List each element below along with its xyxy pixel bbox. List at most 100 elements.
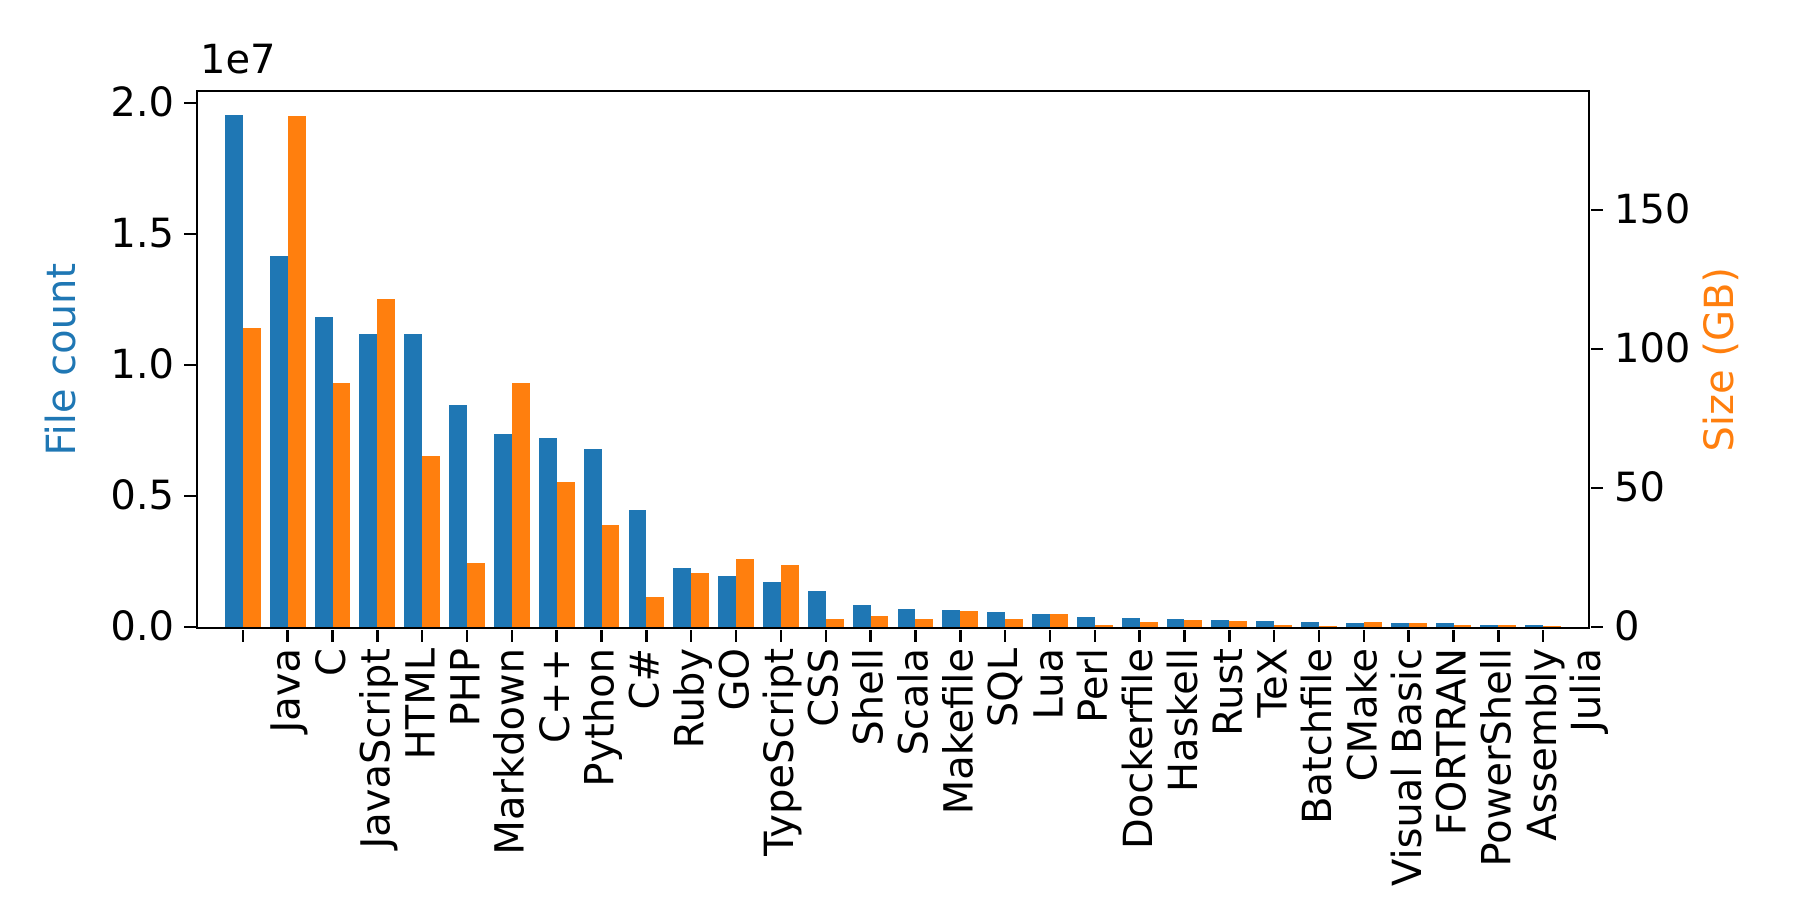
x-tick-label: Haskell: [1160, 648, 1207, 793]
bar-file-count: [942, 609, 961, 627]
bar-size-gb: [1049, 613, 1068, 627]
bar-file-count: [628, 509, 647, 627]
bar-size-gb: [1543, 626, 1562, 627]
bar-size-gb: [1319, 625, 1337, 627]
bar-file-count: [359, 334, 378, 627]
x-tick-mark: [779, 629, 783, 642]
bar-file-count: [897, 609, 916, 627]
bar-file-count: [538, 437, 557, 627]
x-tick-mark: [914, 629, 917, 642]
x-tick-label: Shell: [846, 648, 893, 746]
bar-size-gb: [467, 562, 485, 627]
y-tick-mark-left: [183, 101, 196, 105]
y-tick-label-left: 1.5: [110, 211, 174, 257]
x-tick-label: Perl: [1070, 648, 1117, 723]
bar-size-gb: [1229, 621, 1248, 627]
x-tick-label: Python: [577, 648, 624, 787]
bar-file-count: [1525, 625, 1544, 627]
bar-size-gb: [511, 383, 530, 627]
bar-size-gb: [1408, 622, 1427, 627]
x-tick-mark: [600, 629, 603, 642]
bar-size-gb: [1498, 624, 1517, 627]
bar-size-gb: [1184, 619, 1203, 627]
bar-size-gb: [870, 616, 889, 627]
x-tick-label: PHP: [443, 648, 490, 727]
bar-file-count: [1211, 620, 1230, 627]
x-tick-mark: [1497, 629, 1500, 642]
bar-size-gb: [960, 611, 979, 627]
y-tick-label-left: 1.0: [110, 342, 174, 388]
bar-file-count: [1166, 618, 1185, 627]
x-tick-label: PowerShell: [1474, 648, 1521, 867]
x-tick-label: C: [308, 648, 355, 676]
bar-size-gb: [377, 298, 396, 627]
y-tick-mark-right: [1590, 208, 1603, 212]
y-tick-label-left: 2.0: [110, 80, 174, 126]
bar-size-gb: [780, 565, 799, 627]
x-tick-mark: [734, 629, 738, 642]
x-tick-label: C++: [532, 648, 579, 743]
bar-file-count: [314, 316, 333, 627]
x-tick-label: HTML: [398, 648, 445, 760]
y-tick-label-right: 0: [1614, 604, 1640, 650]
bar-file-count: [852, 605, 871, 627]
bar-size-gb: [1274, 625, 1293, 627]
bar-size-gb: [736, 558, 754, 627]
x-tick-mark: [959, 629, 962, 642]
x-tick-mark: [1138, 629, 1141, 642]
x-tick-mark: [420, 629, 424, 642]
y-tick-mark-left: [183, 363, 196, 367]
y-tick-mark-left: [183, 494, 196, 498]
x-tick-mark: [1228, 629, 1231, 642]
y-tick-mark-right: [1590, 625, 1603, 629]
bar-file-count: [269, 256, 288, 627]
x-tick-mark: [241, 629, 245, 642]
bar-size-gb: [287, 115, 306, 627]
bar-file-count: [1390, 623, 1409, 627]
bar-file-count: [1435, 623, 1454, 627]
x-tick-label: CMake: [1340, 648, 1386, 782]
bar-file-count: [449, 405, 468, 627]
bar-size-gb: [646, 596, 665, 627]
left-axis-title: File count: [39, 263, 85, 456]
x-tick-label: Julia: [1564, 648, 1611, 732]
y-tick-mark-left: [183, 625, 196, 629]
y-tick-label-right: 50: [1614, 465, 1665, 511]
x-tick-mark: [1048, 629, 1052, 642]
plot-area: [195, 89, 1590, 629]
bar-size-gb: [556, 482, 575, 627]
bar-file-count: [673, 567, 692, 627]
x-tick-label: FORTRAN: [1429, 648, 1476, 836]
x-tick-label: JavaScript: [353, 648, 400, 849]
x-tick-mark: [689, 629, 693, 642]
x-tick-label: Lua: [1026, 648, 1073, 720]
x-tick-mark: [1541, 629, 1545, 642]
x-tick-mark: [1183, 629, 1186, 642]
bar-file-count: [224, 114, 243, 627]
x-tick-mark: [465, 629, 469, 642]
right-axis-title: Size (GB): [1697, 267, 1743, 452]
bar-size-gb: [691, 573, 710, 627]
x-tick-mark: [510, 629, 514, 642]
bar-file-count: [1345, 622, 1364, 627]
bar-file-count: [583, 448, 602, 627]
x-tick-mark: [331, 629, 334, 642]
x-tick-mark: [1317, 629, 1321, 642]
y-tick-mark-left: [183, 232, 196, 236]
x-tick-mark: [376, 629, 379, 642]
x-tick-mark: [1093, 629, 1097, 642]
x-tick-label: SQL: [981, 648, 1028, 728]
x-tick-label: Assembly: [1519, 648, 1566, 841]
bar-size-gb: [915, 618, 934, 627]
x-tick-mark: [1452, 629, 1455, 642]
bar-size-gb: [332, 382, 351, 627]
bar-size-gb: [422, 456, 441, 627]
x-tick-mark: [1272, 629, 1276, 642]
x-tick-label: Batchfile: [1295, 648, 1342, 824]
x-tick-label: C#: [622, 648, 669, 710]
bar-file-count: [807, 590, 826, 627]
x-tick-label: Ruby: [667, 648, 714, 749]
bar-file-count: [718, 576, 737, 627]
x-tick-mark: [286, 629, 289, 642]
